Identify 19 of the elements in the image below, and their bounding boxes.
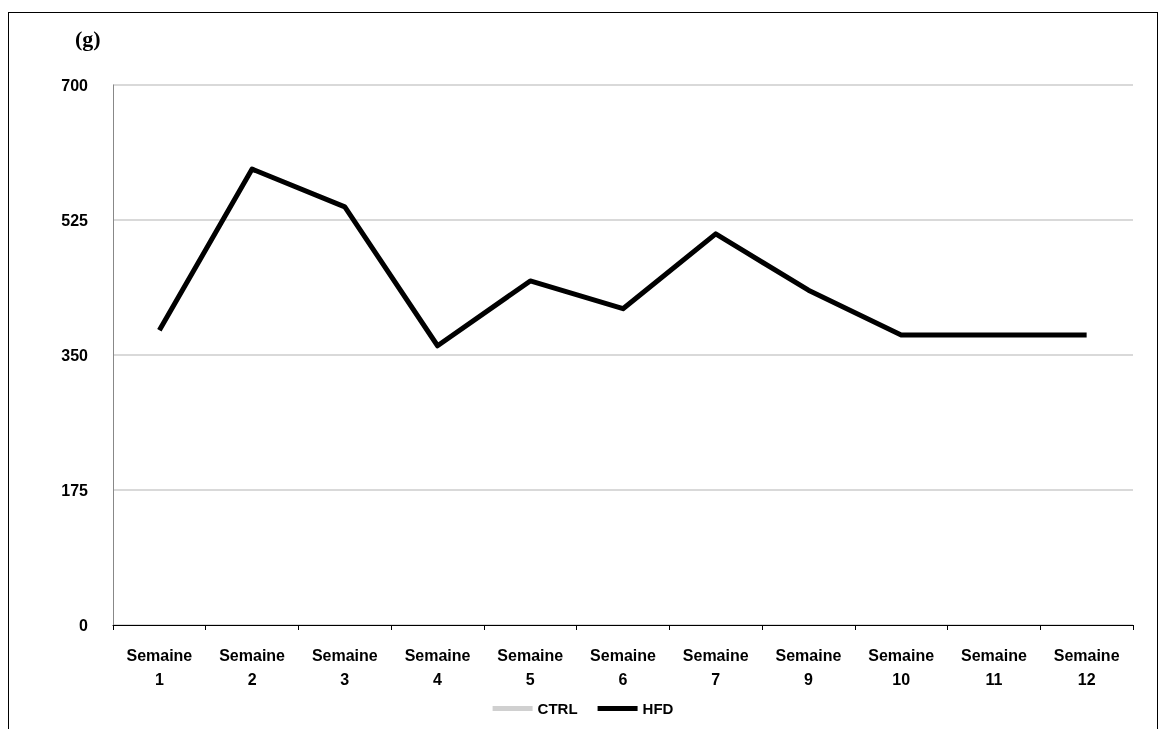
legend-label: CTRL xyxy=(537,700,578,717)
x-tick-label: Semaine 11 xyxy=(961,646,1027,688)
y-tick-label: 525 xyxy=(61,211,89,229)
x-tick-label: Semaine 12 xyxy=(1053,646,1120,688)
x-tick-label: Semaine 9 xyxy=(775,646,842,688)
y-tick-label: 0 xyxy=(79,616,89,634)
x-tick-label: Semaine 5 xyxy=(497,646,564,688)
chart-title: (g) xyxy=(75,25,101,51)
x-tick-label: Semaine 10 xyxy=(868,646,935,688)
x-tick-label: Semaine 1 xyxy=(126,646,193,688)
y-tick-label: 175 xyxy=(61,481,89,499)
x-tick-label: Semaine 2 xyxy=(219,646,286,688)
legend-label: HFD xyxy=(642,700,674,717)
x-tick-label: Semaine 3 xyxy=(311,646,378,688)
x-tick-label: Semaine 6 xyxy=(590,646,657,688)
y-tick-label: 350 xyxy=(61,346,89,364)
y-tick-label: 700 xyxy=(61,76,89,94)
x-tick-label: Semaine 4 xyxy=(404,646,471,688)
x-tick-label: Semaine 7 xyxy=(682,646,749,688)
